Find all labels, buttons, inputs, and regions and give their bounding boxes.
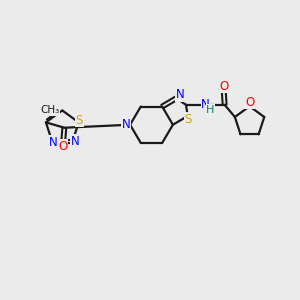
Text: H: H <box>206 104 214 115</box>
Text: S: S <box>185 113 192 126</box>
Text: N: N <box>122 118 130 131</box>
Text: N: N <box>176 88 184 101</box>
Text: N: N <box>201 98 210 111</box>
Text: O: O <box>219 80 228 93</box>
Text: S: S <box>76 113 83 127</box>
Text: O: O <box>245 96 254 109</box>
Text: O: O <box>58 140 67 153</box>
Text: CH₃: CH₃ <box>40 106 59 116</box>
Text: N: N <box>49 136 58 149</box>
Text: N: N <box>71 135 80 148</box>
